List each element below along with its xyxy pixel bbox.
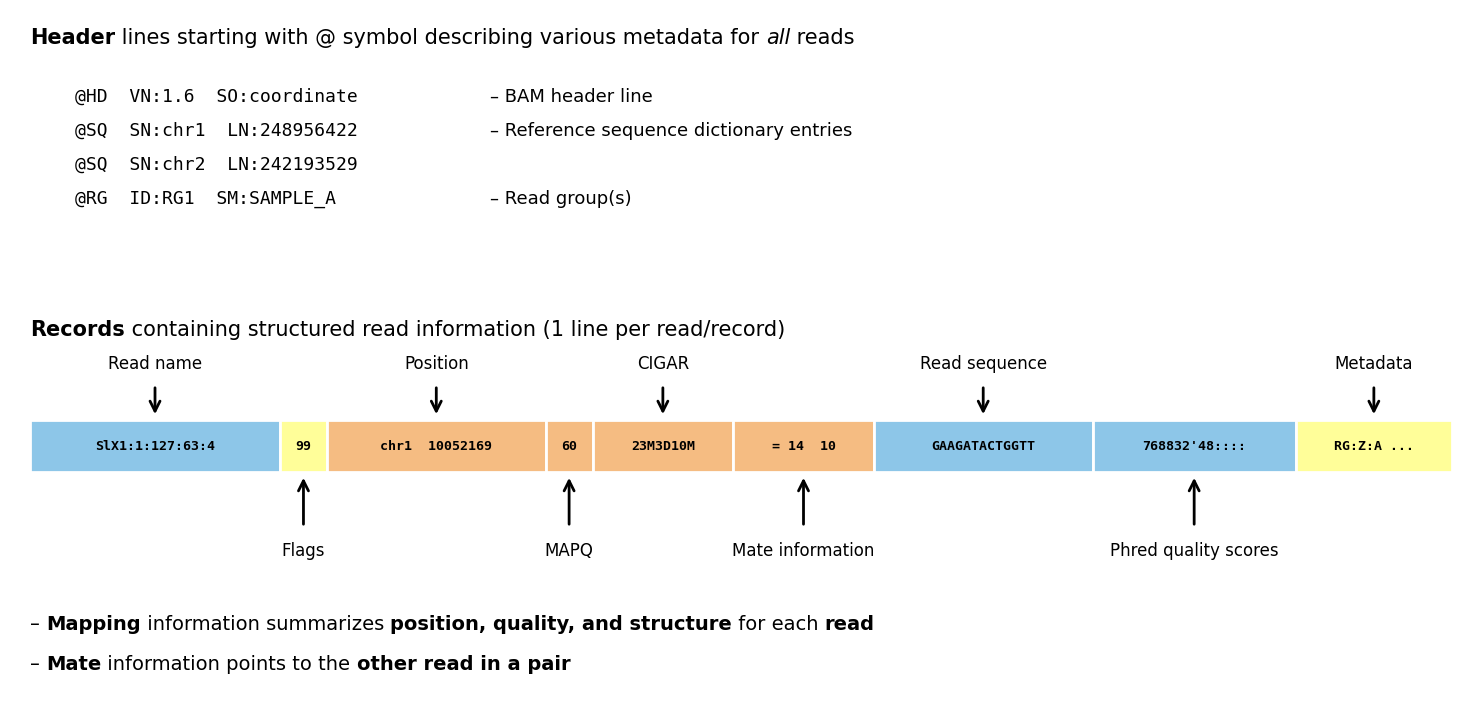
Text: position, quality, and structure: position, quality, and structure xyxy=(390,615,732,634)
Text: @SQ  SN:chr2  LN:242193529: @SQ SN:chr2 LN:242193529 xyxy=(75,156,358,174)
Text: lines starting with @ symbol describing various metadata for: lines starting with @ symbol describing … xyxy=(115,28,766,48)
Bar xyxy=(1092,420,1295,472)
Text: Read name: Read name xyxy=(108,355,202,373)
Text: @SQ  SN:chr1  LN:248956422: @SQ SN:chr1 LN:248956422 xyxy=(75,122,358,140)
Text: read: read xyxy=(825,615,874,634)
Text: containing structured read information (1 line per read/record): containing structured read information (… xyxy=(124,320,785,340)
Bar xyxy=(545,420,592,472)
Bar xyxy=(732,420,874,472)
Text: information points to the: information points to the xyxy=(101,655,357,674)
Text: 99: 99 xyxy=(295,440,311,453)
Text: Flags: Flags xyxy=(282,542,325,560)
Text: @RG  ID:RG1  SM:SAMPLE_A: @RG ID:RG1 SM:SAMPLE_A xyxy=(75,190,336,208)
Text: SlX1:1:127:63:4: SlX1:1:127:63:4 xyxy=(95,440,215,453)
Text: – Reference sequence dictionary entries: – Reference sequence dictionary entries xyxy=(490,122,852,140)
Text: Metadata: Metadata xyxy=(1335,355,1414,373)
Text: 768832'48::::: 768832'48:::: xyxy=(1142,440,1246,453)
Text: = 14  10: = 14 10 xyxy=(772,440,835,453)
Text: – BAM header line: – BAM header line xyxy=(490,88,652,106)
Text: information summarizes: information summarizes xyxy=(140,615,390,634)
Text: 60: 60 xyxy=(561,440,577,453)
Text: Mate: Mate xyxy=(47,655,101,674)
Text: –: – xyxy=(31,655,47,674)
Text: for each: for each xyxy=(732,615,825,634)
Bar xyxy=(592,420,732,472)
Bar xyxy=(1295,420,1452,472)
Text: Mate information: Mate information xyxy=(732,542,874,560)
Text: @HD  VN:1.6  SO:coordinate: @HD VN:1.6 SO:coordinate xyxy=(75,88,358,106)
Bar xyxy=(874,420,1092,472)
Text: Mapping: Mapping xyxy=(47,615,140,634)
Text: GAAGATACTGGTT: GAAGATACTGGTT xyxy=(931,440,1035,453)
Text: –: – xyxy=(31,615,47,634)
Text: all: all xyxy=(766,28,789,48)
Text: Records: Records xyxy=(31,320,124,340)
Text: Header: Header xyxy=(31,28,115,48)
Text: 23M3D10M: 23M3D10M xyxy=(632,440,694,453)
Text: CIGAR: CIGAR xyxy=(637,355,689,373)
Text: reads: reads xyxy=(789,28,854,48)
Bar xyxy=(281,420,327,472)
Text: other read in a pair: other read in a pair xyxy=(357,655,570,674)
Text: MAPQ: MAPQ xyxy=(545,542,594,560)
Text: Position: Position xyxy=(404,355,469,373)
Text: RG:Z:A ...: RG:Z:A ... xyxy=(1333,440,1414,453)
Bar xyxy=(327,420,545,472)
Bar xyxy=(31,420,281,472)
Text: – Read group(s): – Read group(s) xyxy=(490,190,632,208)
Text: Read sequence: Read sequence xyxy=(920,355,1047,373)
Text: chr1  10052169: chr1 10052169 xyxy=(380,440,493,453)
Text: Phred quality scores: Phred quality scores xyxy=(1110,542,1278,560)
